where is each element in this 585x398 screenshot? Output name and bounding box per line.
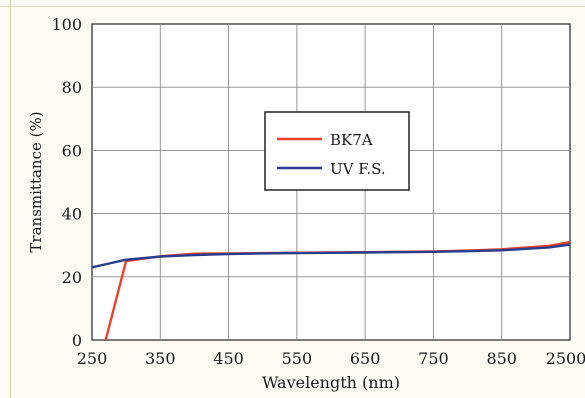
y-tick-label: 80	[62, 78, 82, 97]
legend: BK7A UV F.S.	[264, 111, 410, 191]
legend-label-uv-fs: UV F.S.	[330, 160, 386, 178]
x-tick-label: 550	[282, 349, 313, 368]
y-tick-label: 20	[62, 268, 82, 287]
x-tick-label: 250	[77, 349, 108, 368]
y-axis-ticks: 0 20 40 60 80 100	[51, 15, 82, 350]
y-tick-label: 60	[62, 141, 82, 160]
legend-label-bk7a: BK7A	[330, 131, 373, 149]
x-tick-label: 350	[145, 349, 176, 368]
series-line-uv-f-s	[91, 243, 571, 269]
frame-border-left	[10, 0, 11, 398]
x-tick-label: 2500	[546, 349, 585, 368]
frame-border-top	[0, 6, 585, 7]
legend-box	[264, 111, 410, 191]
x-tick-label: 650	[350, 349, 381, 368]
series-lines	[91, 240, 571, 341]
x-axis-label: Wavelength (nm)	[262, 373, 400, 392]
y-tick-label: 0	[72, 331, 82, 350]
x-tick-label: 750	[418, 349, 449, 368]
y-tick-label: 100	[51, 15, 82, 34]
x-axis-ticks: 250 350 450 550 650 750 850 2500	[77, 349, 585, 368]
y-axis-label: Transmittance (%)	[27, 111, 45, 252]
x-tick-label: 450	[213, 349, 244, 368]
y-tick-label: 40	[62, 205, 82, 224]
x-tick-label: 850	[486, 349, 517, 368]
